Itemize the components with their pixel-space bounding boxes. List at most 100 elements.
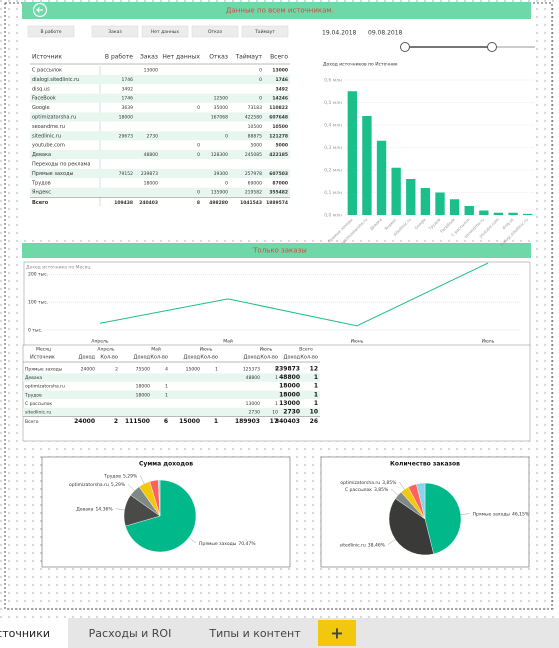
total-cell: 189903: [235, 418, 260, 425]
slider-handle[interactable]: [400, 42, 410, 52]
cell: 48800: [246, 375, 260, 381]
slice-percent: 38,46%: [368, 542, 386, 548]
filter-label[interactable]: Таймаут: [254, 28, 275, 35]
column-header: В работе: [105, 54, 133, 61]
filter-label[interactable]: Заказ: [108, 29, 122, 35]
filter-label[interactable]: Отказ: [208, 29, 223, 35]
bar: [449, 199, 460, 215]
column-header: Всего: [270, 54, 288, 61]
row-label: Девака: [25, 375, 42, 381]
filter-button[interactable]: [27, 25, 75, 38]
tab-label[interactable]: Расходы и ROI: [89, 627, 172, 640]
add-tab[interactable]: [318, 620, 356, 646]
filter-label[interactable]: Нет данных: [151, 29, 180, 35]
cell: 0: [197, 152, 200, 158]
slice-percent: 3,85%: [374, 487, 389, 493]
total-cell: 17: [270, 418, 278, 425]
row-label: youtube.com: [32, 143, 65, 149]
slice-percent: 5,29%: [123, 473, 138, 479]
cell: 3492: [275, 86, 288, 92]
chart-title: Сумма доходов: [139, 461, 193, 468]
row-band: [23, 373, 320, 382]
cell: 1746: [122, 96, 134, 102]
cell: 1: [314, 383, 318, 390]
filter-button[interactable]: [191, 25, 239, 38]
row-label: sitedlinic.ru: [25, 410, 51, 416]
x-tick-label: Апрель: [91, 339, 109, 345]
cell: 239873: [141, 171, 158, 177]
column-header: Заказ: [140, 54, 158, 61]
tab-bar: [0, 618, 559, 648]
header-title: Данные по всем источникам.: [226, 7, 334, 15]
row-label: seoandme.ru: [32, 124, 65, 130]
back-button[interactable]: [32, 2, 48, 18]
cell: 1: [165, 384, 168, 390]
tab-label[interactable]: Типы и контент: [208, 627, 301, 640]
y-tick-label: 0,1 млн: [324, 190, 342, 196]
cell: 13000: [272, 68, 288, 74]
slice-percent: 14,36%: [95, 506, 113, 512]
total-cell: 24000: [74, 418, 95, 425]
cell: 10: [272, 410, 278, 416]
cell: 125373: [243, 367, 260, 373]
sub-header: Кол-во: [260, 355, 278, 361]
cell: 18000: [119, 115, 133, 121]
cell: 110822: [269, 105, 288, 111]
pie-label: optimizatorsha.ru 5,29%: [69, 482, 126, 488]
cell: 355482: [269, 190, 288, 196]
total-cell: 1889574: [266, 200, 288, 206]
cell: 422185: [269, 152, 288, 158]
pie-label: Прямые заходы 70,47%: [199, 540, 256, 546]
date-end[interactable]: 09.08.2018: [368, 30, 403, 37]
cell: 48800: [144, 152, 158, 158]
cell: 0: [197, 190, 200, 196]
row-label: Прямые заходы: [32, 171, 74, 177]
cell: 5000: [275, 143, 288, 149]
slice-name: Девака: [76, 506, 93, 512]
bar: [508, 212, 518, 215]
row-band: [30, 131, 290, 141]
cell: 12500: [214, 96, 228, 102]
column-header: Таймаут: [235, 54, 263, 61]
x-tick-label: Июль: [482, 339, 495, 345]
slider-handle[interactable]: [487, 42, 497, 52]
tab-label[interactable]: +: [330, 624, 343, 643]
month-header: Май: [151, 346, 161, 353]
row-label: optimizatorsha.ru: [25, 384, 65, 390]
cell: 1746: [275, 77, 288, 83]
pie-slice: [125, 479, 197, 553]
slice-name: optimizatorsha.ru: [340, 479, 380, 485]
filter-button[interactable]: [91, 25, 139, 38]
pie-label: С рассылок 3,85%: [345, 487, 389, 493]
cell: 69000: [248, 180, 262, 186]
tab-label[interactable]: Источники: [0, 627, 50, 640]
y-tick-label: 0,3 млн: [324, 145, 342, 151]
cell: 13000: [144, 68, 158, 74]
total-cell: Всего: [32, 200, 49, 206]
pie-label: optimizatorsha.ru 3,85%: [340, 479, 397, 485]
filter-button[interactable]: [241, 25, 289, 38]
active-tab[interactable]: [0, 618, 68, 648]
row-band: [30, 187, 290, 197]
row-band: [23, 407, 320, 417]
row-label: dialogi.sitedlinic.ru: [32, 77, 79, 83]
y-tick-label: 0,6 млн: [324, 78, 342, 84]
total-cell: 498280: [209, 200, 228, 206]
row-label: sitedlinic.ru: [32, 133, 61, 139]
column-header: Источник: [32, 54, 62, 61]
filter-label[interactable]: В работе: [40, 29, 61, 35]
total-cell: 240403: [139, 200, 158, 206]
cell: 73183: [248, 105, 262, 111]
cell: 1: [314, 374, 318, 381]
cell: 1: [215, 367, 218, 373]
cell: 13000: [246, 401, 260, 407]
date-start[interactable]: 19.04.2018: [322, 30, 357, 37]
y-tick-label: 0,4 млн: [324, 123, 342, 129]
cell: 5: [275, 367, 278, 373]
filter-button[interactable]: [141, 25, 189, 38]
y-tick-label: 100 тыс.: [28, 300, 48, 306]
cell: 18000: [144, 180, 158, 186]
row-label: Прямые заходы: [25, 367, 63, 373]
row-label: Google: [32, 105, 50, 111]
sub-header: Доход: [79, 355, 96, 361]
